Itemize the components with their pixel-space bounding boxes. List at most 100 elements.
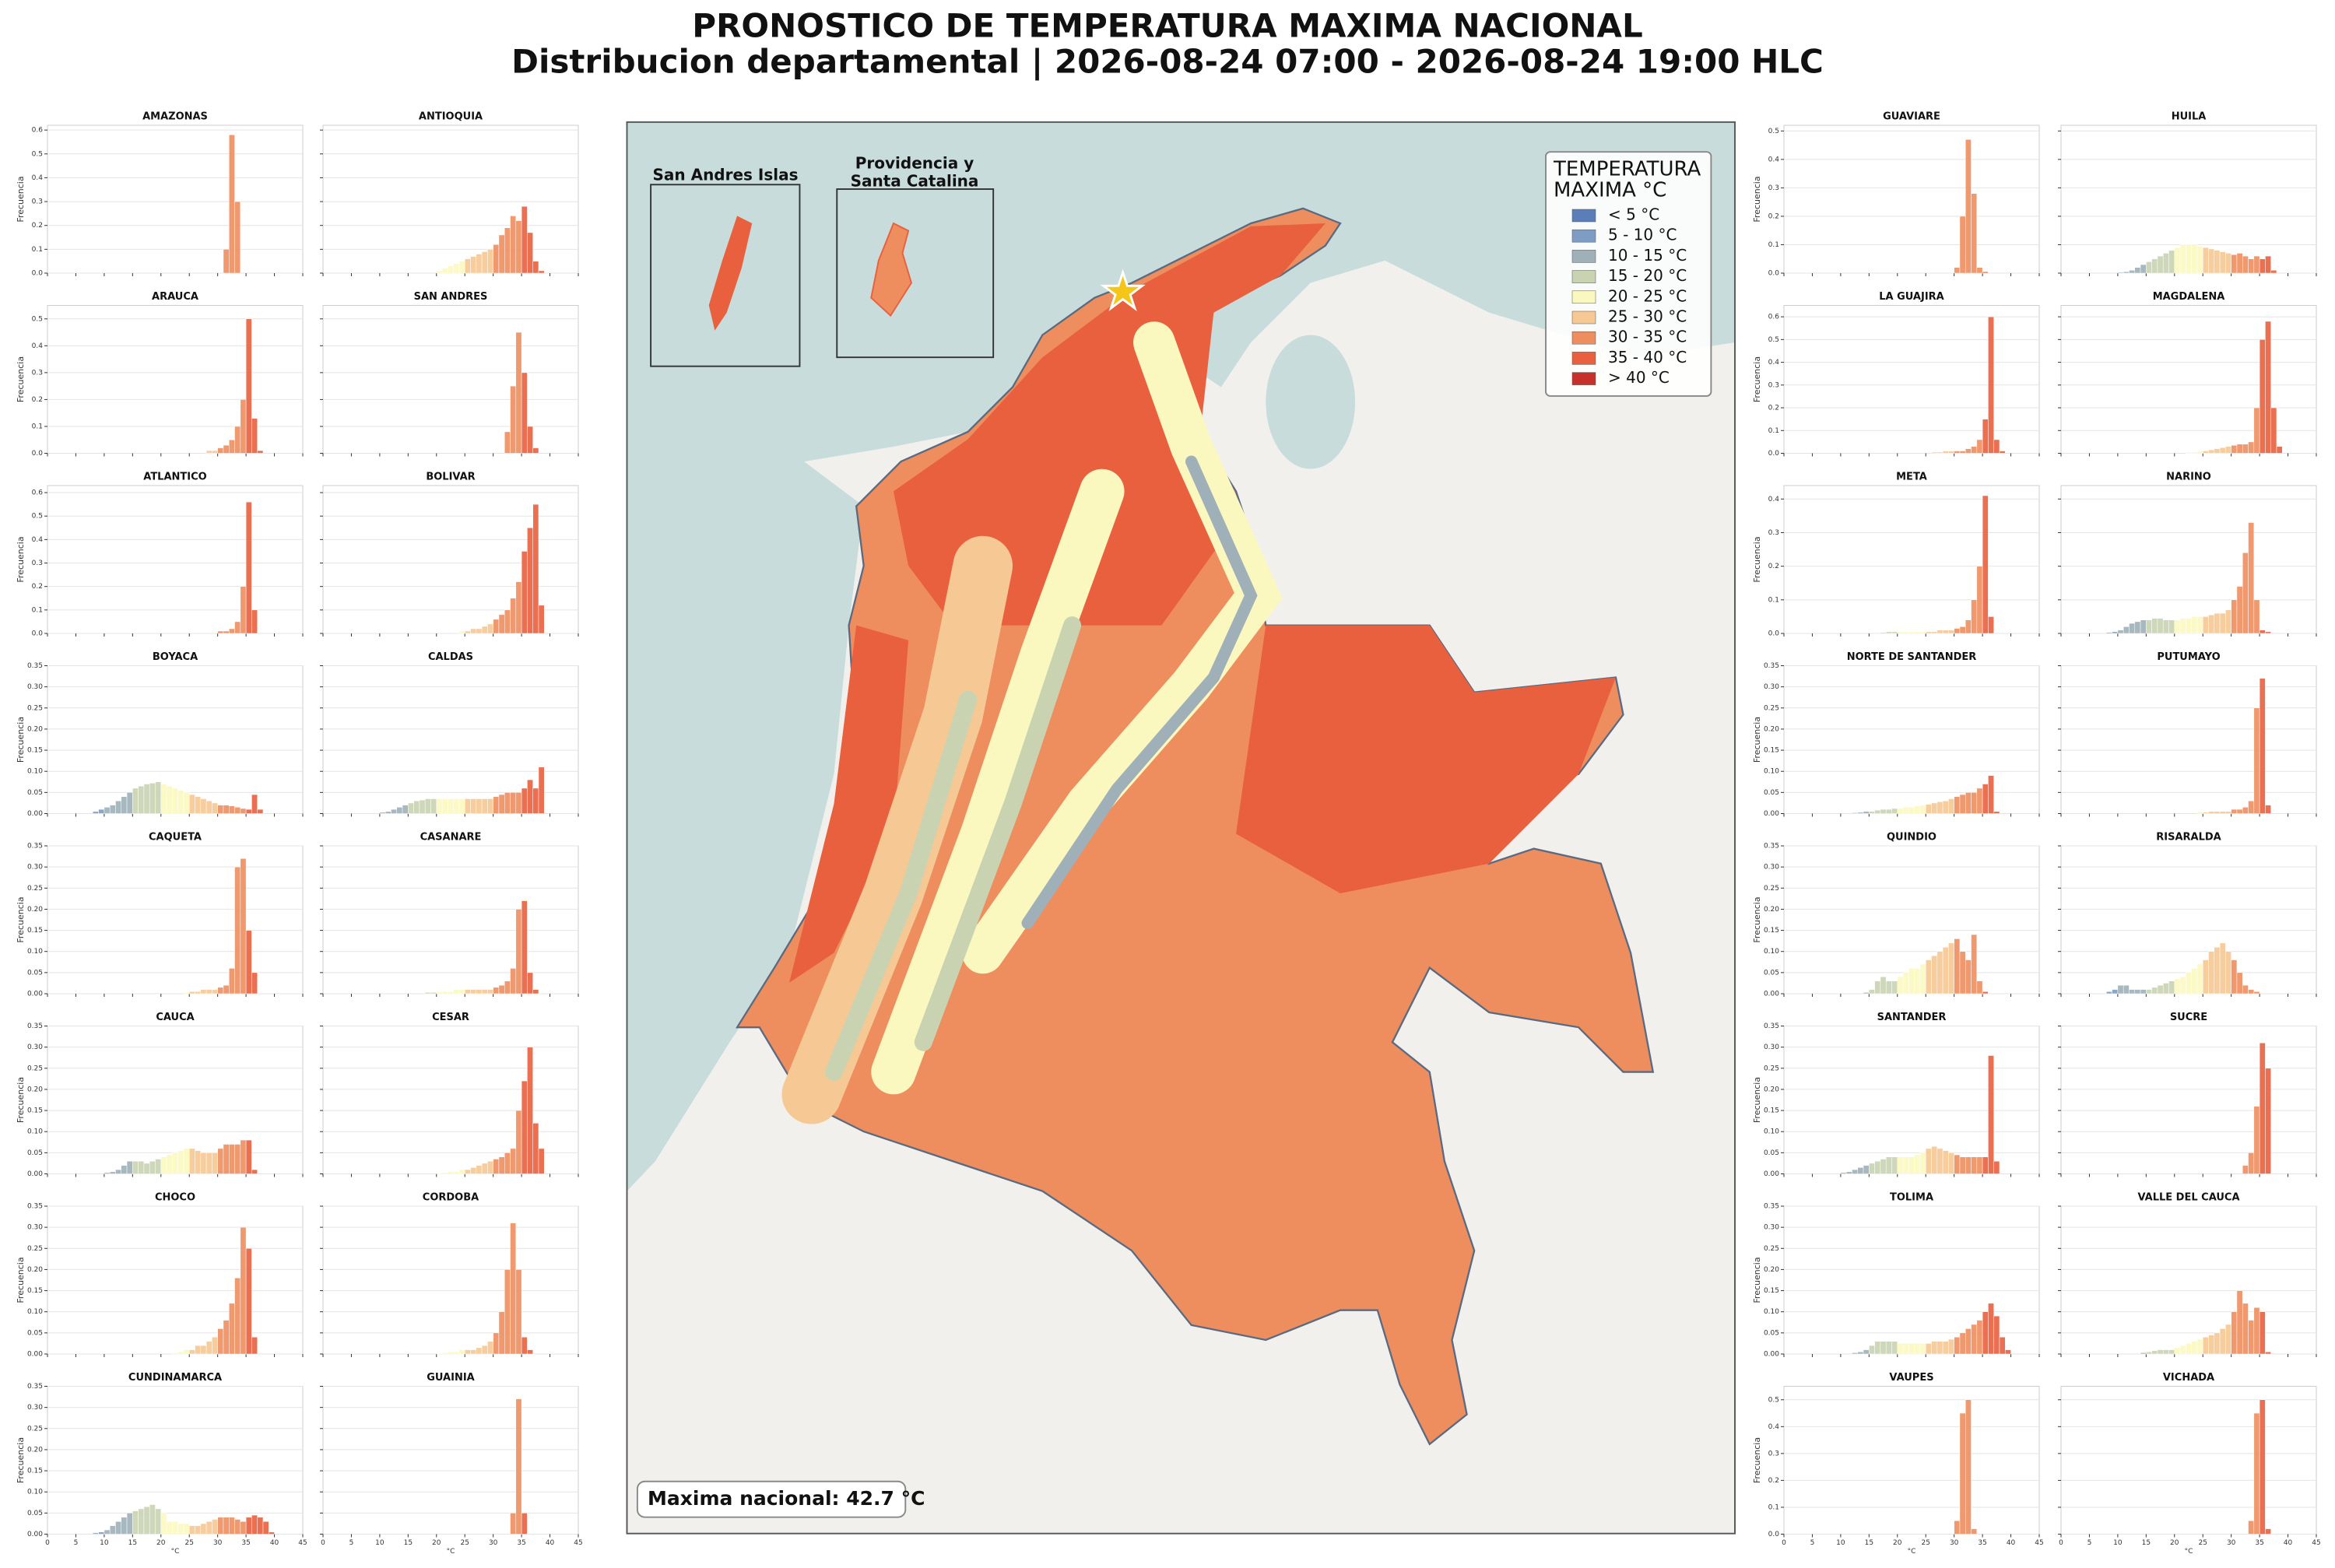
bar: [195, 796, 202, 814]
y-tick-label: 0.30: [27, 864, 43, 872]
bar: [487, 989, 493, 994]
x-tick-label: 15: [1865, 1539, 1873, 1547]
y-tick-label: 0.00: [1764, 1351, 1779, 1359]
y-axis-label: Frecuencia: [16, 896, 26, 942]
x-tick-label: 35: [517, 1539, 525, 1547]
bar: [2225, 811, 2231, 814]
y-tick-label: 0.2: [32, 396, 43, 404]
bar: [155, 1159, 162, 1174]
bar: [510, 1148, 517, 1174]
chart-title: SANTANDER: [1877, 1012, 1947, 1023]
bar: [510, 598, 517, 634]
bar: [2265, 1352, 2271, 1355]
bar: [2253, 1106, 2260, 1174]
bar: [2174, 978, 2181, 994]
bar: [2123, 626, 2130, 634]
bar: [251, 794, 258, 814]
bar: [1965, 1399, 1972, 1535]
bar: [234, 1278, 241, 1355]
bar: [498, 1311, 505, 1355]
bar: [240, 1226, 247, 1355]
bar: [1925, 631, 1932, 634]
bar: [527, 972, 533, 994]
bar: [448, 1171, 454, 1174]
bar: [228, 968, 235, 994]
bar: [441, 991, 448, 994]
bar: [1976, 566, 1983, 634]
bar: [453, 798, 460, 814]
bar: [1897, 808, 1904, 814]
bar: [234, 1144, 241, 1174]
bar: [1919, 805, 1926, 814]
bar: [1948, 798, 1954, 814]
bar: [223, 444, 230, 454]
bar: [115, 1169, 122, 1174]
bar: [1925, 1343, 1932, 1355]
x-tick-label: 15: [404, 1539, 413, 1547]
bar: [1982, 271, 1989, 274]
y-tick-label: 0.0: [1768, 630, 1780, 638]
bar: [2174, 619, 2181, 634]
bar: [2146, 261, 2152, 274]
bar: [1982, 1156, 1989, 1174]
y-tick-label: 0.00: [1764, 810, 1779, 818]
bar: [251, 1337, 258, 1355]
bar: [228, 1303, 235, 1355]
bar: [217, 1148, 224, 1174]
bar: [424, 798, 431, 814]
y-tick-label: 0.30: [1764, 1044, 1779, 1051]
bar: [448, 991, 454, 994]
bar: [2140, 989, 2147, 994]
bar: [464, 630, 471, 634]
bar: [464, 258, 471, 274]
bar: [234, 807, 241, 814]
bar: [476, 1165, 483, 1174]
bar: [200, 798, 207, 814]
bar: [504, 1152, 511, 1174]
bar: [527, 779, 533, 814]
bar: [177, 790, 184, 814]
bar: [2231, 254, 2238, 274]
chart-title: CORDOBA: [423, 1192, 479, 1204]
bar: [521, 372, 528, 454]
bar: [200, 1523, 207, 1535]
y-tick-label: 0.2: [32, 583, 43, 591]
bar: [183, 1148, 190, 1174]
y-tick-label: 0.05: [27, 1510, 43, 1517]
bar: [2248, 258, 2255, 274]
bar: [223, 805, 230, 814]
bar: [504, 792, 511, 814]
bar: [2248, 989, 2255, 994]
bar: [448, 798, 454, 814]
x-tick-label: 35: [1978, 1539, 1986, 1547]
bar: [1908, 631, 1915, 634]
bar: [126, 1513, 133, 1535]
bar: [402, 805, 409, 814]
bar: [212, 1337, 218, 1355]
bar: [1959, 626, 1966, 634]
x-tick-label: 30: [2227, 1539, 2236, 1547]
bar: [2219, 942, 2226, 994]
y-tick-label: 0.25: [27, 1425, 43, 1433]
x-tick-label: 20: [2170, 1539, 2179, 1547]
bar: [1948, 942, 1954, 994]
bar: [1852, 812, 1859, 814]
bar: [527, 1047, 533, 1174]
legend-swatch: [1571, 352, 1596, 365]
bar: [245, 501, 252, 634]
bar: [504, 431, 511, 454]
bar: [2186, 972, 2192, 994]
y-axis-label: Frecuencia: [16, 356, 26, 402]
chart-title: BOYACA: [153, 651, 198, 663]
plot-area: [1783, 1026, 2040, 1174]
bar: [2231, 599, 2238, 634]
plot-area: [47, 845, 304, 994]
bar: [149, 783, 156, 814]
bar: [481, 626, 488, 634]
bar: [481, 798, 488, 814]
legend-label: 30 - 35 °C: [1608, 328, 1687, 346]
x-tick-label: 0: [2059, 1539, 2063, 1547]
bar: [498, 794, 505, 814]
bar: [2214, 947, 2221, 994]
bar: [1869, 1345, 1875, 1355]
